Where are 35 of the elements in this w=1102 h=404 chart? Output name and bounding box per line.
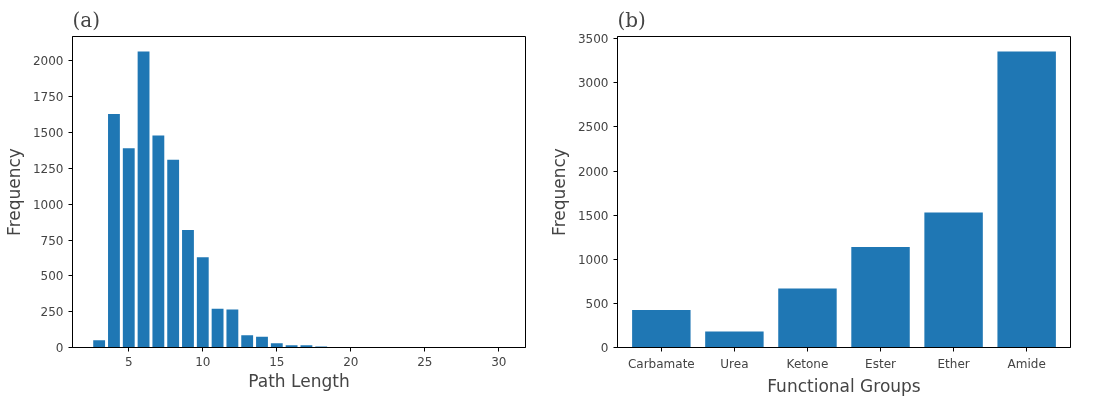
y-tick-label: 1750 (32, 90, 64, 105)
y-tick-label: 1000 (32, 197, 64, 212)
x-tick-label: 20 (343, 354, 359, 369)
y-tick-label: 500 (585, 296, 609, 311)
x-tick-label: Ether (937, 356, 970, 371)
x-tick-label: 15 (269, 354, 285, 369)
y-tick-label: 1000 (577, 252, 609, 267)
y-tick-label: 2500 (577, 120, 609, 135)
y-tick-label: 2000 (577, 164, 609, 179)
chart-title: (a) (72, 7, 101, 32)
x-axis-title: Path Length (248, 370, 350, 391)
y-tick-label: 500 (40, 269, 64, 284)
x-tick-label: Amide (1007, 356, 1046, 371)
chart-title: (b) (617, 7, 646, 32)
x-tick-label: Ester (865, 356, 897, 371)
x-tick-label: 25 (417, 354, 433, 369)
y-tick-label: 1250 (32, 161, 64, 176)
x-tick-label: Carbamate (627, 356, 695, 371)
y-tick-label: 3500 (577, 32, 609, 47)
y-tick-label: 1500 (32, 126, 64, 141)
x-tick-label: 5 (124, 354, 133, 369)
y-tick-label: 250 (40, 305, 64, 320)
y-tick-label: 1500 (577, 208, 609, 223)
y-axis-title: Frequency (3, 148, 24, 236)
y-tick-label: 0 (600, 341, 609, 355)
x-tick-label: Urea (720, 356, 749, 371)
y-tick-label: 3000 (577, 76, 609, 91)
x-tick-label: 10 (195, 354, 211, 369)
y-axis-title: Frequency (548, 148, 569, 236)
x-tick-label: 30 (491, 354, 507, 369)
y-tick-label: 2000 (32, 54, 64, 69)
x-axis-title: Functional Groups (767, 375, 921, 396)
y-tick-label: 750 (40, 233, 64, 248)
x-tick-label: Ketone (786, 356, 829, 371)
y-tick-label: 0 (55, 341, 64, 355)
